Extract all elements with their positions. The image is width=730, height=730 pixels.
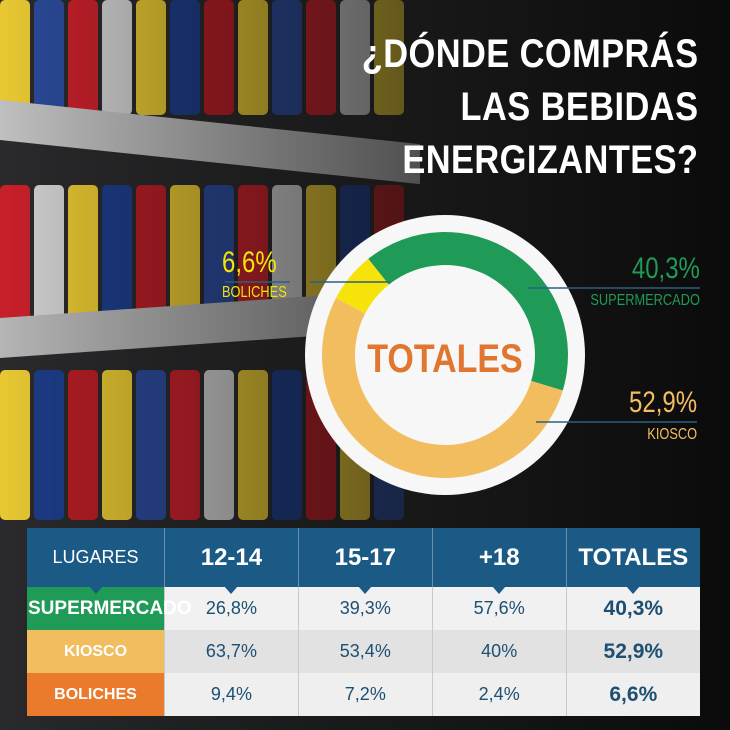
table-row: BOLICHES 9,4% 7,2% 2,4% 6,6% <box>27 673 700 716</box>
table-cell: 57,6% <box>431 587 567 630</box>
table-row: SUPERMERCADO 26,8% 39,3% 57,6% 40,3% <box>27 587 700 630</box>
table-cell: 26,8% <box>164 587 299 630</box>
donut-center-label: TOTALES <box>367 335 522 380</box>
slice-label-boliches: 6,6% BOLICHES <box>222 246 303 302</box>
slice-category: BOLICHES <box>222 284 287 301</box>
slice-category: KIOSCO <box>647 426 697 443</box>
row-label: KIOSCO <box>27 630 165 673</box>
slice-value: 6,6% <box>222 246 277 279</box>
column-header: 15-17 <box>297 528 433 594</box>
title-line: ENERGIZANTES? <box>401 138 698 182</box>
infographic-title: ¿DÓNDE COMPRÁS LAS BEBIDAS ENERGIZANTES? <box>361 28 698 187</box>
table-cell: 53,4% <box>297 630 433 673</box>
data-table: LUGARES 12-14 15-17 +18 TOTALES SUPERMER… <box>27 528 700 716</box>
table-cell: 7,2% <box>297 673 433 716</box>
column-header: TOTALES <box>565 528 700 594</box>
table-cell: 40% <box>431 630 567 673</box>
slice-value: 40,3% <box>631 252 700 285</box>
row-label: SUPERMERCADO <box>27 587 192 630</box>
column-header: +18 <box>431 528 567 594</box>
slice-value: 52,9% <box>628 386 697 419</box>
table-header-row: LUGARES 12-14 15-17 +18 TOTALES <box>27 528 700 594</box>
title-line: ¿DÓNDE COMPRÁS <box>361 32 698 76</box>
table-cell: 39,3% <box>297 587 433 630</box>
slice-label-kiosco: 52,9% KIOSCO <box>612 386 697 444</box>
column-header: 12-14 <box>164 528 299 594</box>
donut-slice-boliches <box>335 258 389 314</box>
slice-label-supermercado: 40,3% SUPERMERCADO <box>563 252 700 310</box>
table-cell-total: 6,6% <box>565 673 700 716</box>
slice-category: SUPERMERCADO <box>590 292 700 309</box>
row-label: BOLICHES <box>27 673 165 716</box>
column-header: LUGARES <box>27 528 165 594</box>
table-cell-total: 40,3% <box>565 587 700 630</box>
table-cell-total: 52,9% <box>565 630 700 673</box>
donut-slice-supermercado <box>368 232 568 391</box>
title-line: LAS BEBIDAS <box>460 85 698 129</box>
table-cell: 2,4% <box>431 673 567 716</box>
table-row: KIOSCO 63,7% 53,4% 40% 52,9% <box>27 630 700 673</box>
table-cell: 63,7% <box>164 630 299 673</box>
donut-slice-kiosco <box>322 298 563 478</box>
table-cell: 9,4% <box>164 673 299 716</box>
